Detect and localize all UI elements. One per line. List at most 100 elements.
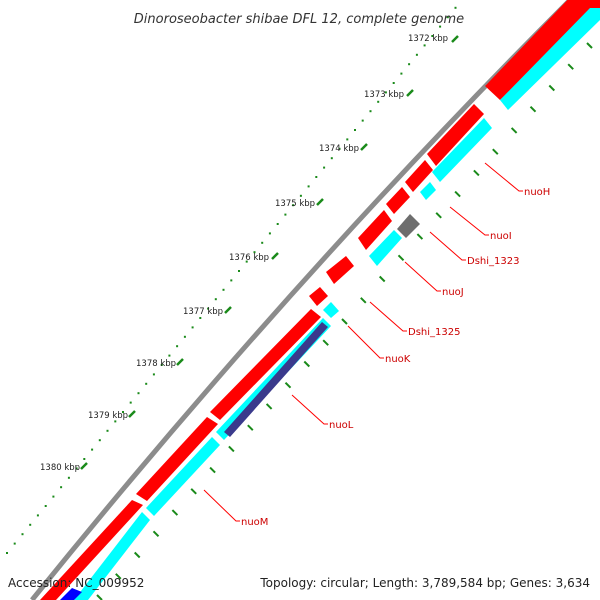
gene-arrow [210, 309, 321, 420]
scale-dot [44, 505, 47, 507]
scale-dot [423, 44, 426, 47]
scale-dot [284, 213, 287, 216]
inner-tick [397, 254, 405, 262]
scale-dot [6, 552, 8, 554]
scale-dot [377, 100, 380, 103]
scale-labels: 1372 kbp 1373 kbp 1374 kbp 1375 kbp 1376… [40, 34, 448, 473]
scale-dot [21, 533, 24, 536]
inner-tick [567, 63, 574, 70]
scale-dot [145, 382, 148, 385]
scale-dot [129, 401, 132, 404]
scale-dot [137, 392, 140, 395]
gene-label-nuoI: nuoI [490, 231, 512, 242]
scale-label: 1374 kbp [319, 144, 359, 154]
scale-dot [261, 241, 264, 244]
scale-dot [299, 194, 302, 197]
inner-tick [228, 445, 235, 453]
inner-tick [510, 127, 518, 134]
scale-dot [67, 476, 70, 479]
reverse-strand-genes [74, 8, 600, 600]
scale-dot [338, 147, 341, 150]
gene-arrow [500, 8, 600, 110]
scale-dot-track [6, 6, 457, 554]
scale-dot [253, 251, 256, 254]
leader-line [369, 301, 407, 332]
scale-dot [36, 514, 39, 517]
inner-tick [115, 573, 122, 580]
scale-major-tick [360, 143, 368, 151]
gene-arrow [40, 500, 143, 600]
scale-label: 1379 kbp [88, 411, 128, 421]
scale-dot [152, 373, 155, 376]
scale-dot [191, 326, 194, 329]
leader-line [449, 206, 489, 236]
scale-dot [307, 185, 310, 188]
scale-dot [199, 317, 202, 319]
gene-label-nuoH: nuoH [524, 187, 550, 198]
gene-arrow [427, 104, 484, 166]
feature-fragment [60, 588, 82, 600]
gene-label-leaders [203, 162, 523, 522]
gene-arrow-other [397, 214, 420, 238]
gene-label-nuoJ: nuoJ [442, 287, 464, 298]
inner-tick [548, 84, 556, 92]
map-title: Dinoroseobacter shibae DFL 12, complete … [134, 12, 464, 27]
scale-dot [361, 119, 364, 122]
scale-label: 1380 kbp [40, 463, 80, 473]
scale-dot [98, 439, 101, 442]
scale-dot [369, 110, 372, 113]
scale-dot [276, 223, 279, 225]
scale-label: 1373 kbp [364, 90, 404, 100]
scale-dot [222, 288, 225, 291]
scale-label: 1376 kbp [229, 253, 269, 263]
scale-dot [354, 129, 356, 131]
scale-dot [446, 16, 449, 19]
scale-dot [346, 138, 349, 141]
gene-arrow [369, 230, 402, 266]
inner-tick [133, 551, 141, 559]
gene-arrow [420, 182, 436, 200]
scale-dot [415, 53, 418, 56]
leader-line [203, 489, 240, 522]
scale-major-tick [451, 35, 459, 43]
inner-tick [341, 318, 348, 325]
scale-major-tick [271, 252, 279, 260]
gene-arrow [432, 118, 492, 182]
scale-dot [315, 176, 318, 178]
inner-tick [96, 594, 103, 600]
scale-major-tick [406, 89, 414, 97]
scale-dot [83, 458, 86, 460]
scale-dot [60, 486, 63, 489]
scale-dot [122, 411, 124, 413]
scale-dot [29, 523, 32, 526]
scale-dot [214, 298, 217, 301]
scale-dot [176, 345, 179, 348]
gene-arrow [405, 160, 433, 192]
leader-line [484, 162, 523, 192]
inner-tick [416, 233, 424, 240]
gene-label-dshi-1323: Dshi_1323 [467, 256, 519, 267]
inner-tick [435, 212, 442, 219]
scale-dot [91, 448, 94, 451]
gene-arrow [146, 437, 220, 516]
leader-line [291, 394, 328, 425]
inner-tick [247, 424, 254, 431]
inner-tick [171, 509, 179, 516]
scale-dot [323, 166, 326, 169]
inner-tick [322, 339, 329, 346]
inner-tick [284, 381, 292, 389]
scale-dot [431, 35, 434, 37]
scale-dot [106, 429, 109, 432]
scale-dot [160, 364, 163, 366]
inner-tick [190, 488, 197, 495]
inner-tick [152, 530, 160, 538]
inner-tick [360, 297, 367, 304]
scale-label: 1372 kbp [408, 34, 448, 44]
scale-dot [268, 232, 271, 235]
inner-tick [586, 42, 593, 49]
scale-major-tick [80, 462, 88, 470]
scale-dot [439, 25, 442, 28]
scale-dot [183, 335, 186, 338]
